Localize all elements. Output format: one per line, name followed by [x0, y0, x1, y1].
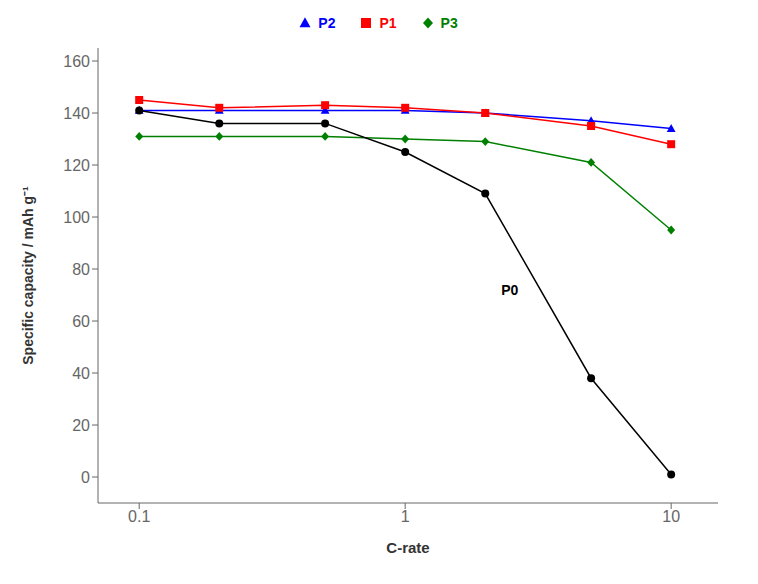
- svg-text:120: 120: [63, 157, 90, 174]
- svg-text:20: 20: [72, 417, 90, 434]
- html-text:P3: P3: [440, 15, 458, 31]
- html-text:P1: P1: [379, 15, 397, 31]
- svg-text:Specific capacity / mAh g⁻¹: Specific capacity / mAh g⁻¹: [20, 186, 36, 365]
- svg-text:60: 60: [72, 313, 90, 330]
- svg-text:0: 0: [81, 469, 90, 486]
- html-text:P2: P2: [318, 15, 336, 31]
- svg-text:140: 140: [63, 105, 90, 122]
- svg-text:100: 100: [63, 209, 90, 226]
- svg-text:1: 1: [401, 508, 410, 525]
- svg-text:80: 80: [72, 261, 90, 278]
- svg-text:40: 40: [72, 365, 90, 382]
- svg-text:C-rate: C-rate: [386, 539, 429, 556]
- svg-text:160: 160: [63, 53, 90, 70]
- svg-text:10: 10: [662, 508, 680, 525]
- svg-text:P0: P0: [501, 282, 518, 298]
- svg-text:0.1: 0.1: [128, 508, 150, 525]
